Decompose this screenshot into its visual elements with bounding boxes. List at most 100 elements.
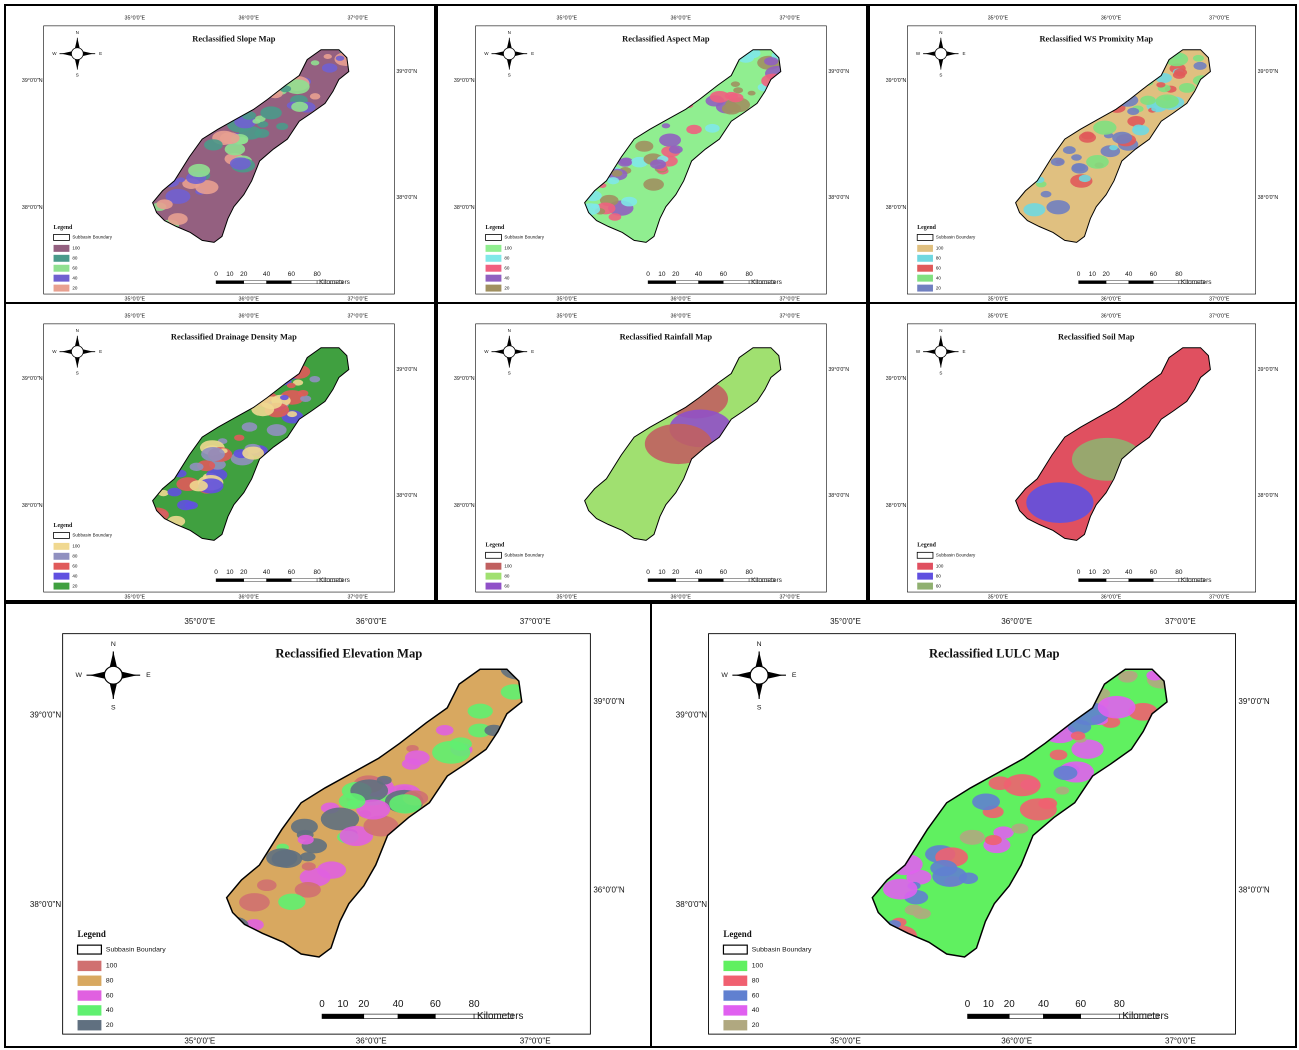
coord-label: 39°0'0"N (22, 78, 43, 84)
compass-e: E (962, 51, 965, 56)
scale-label: 0 (646, 271, 650, 278)
basin-zone (1072, 438, 1143, 481)
compass (60, 38, 96, 70)
legend-boundary-swatch (486, 234, 502, 240)
scale-unit: Kilometers (751, 279, 783, 286)
coord-label: 39°0'0"N (1258, 367, 1279, 373)
coord-label: 39°0'0"N (886, 78, 907, 84)
scale-unit: Kilometers (751, 577, 783, 584)
legend-label: 40 (752, 1007, 760, 1014)
coord-label: 37°0'0"E (520, 1037, 551, 1046)
scale-label: 80 (745, 569, 753, 576)
basin-zone (1151, 106, 1160, 111)
coord-label: 35°0'0"E (557, 594, 578, 600)
legend-boundary-label: Subbasin Boundary (504, 553, 544, 558)
map: 35°0'0"E35°0'0"E36°0'0"E36°0'0"E37°0'0"E… (870, 304, 1295, 600)
compass-w: W (721, 672, 728, 679)
scale-label: 0 (319, 999, 325, 1010)
basin-zone (767, 35, 775, 40)
coord-label: 36°0'0"E (238, 15, 259, 21)
coord-label: 35°0'0"E (184, 1037, 215, 1046)
coord-label: 38°0'0"N (22, 205, 43, 211)
coord-label: 36°0'0"E (670, 594, 691, 600)
scale-segment (1129, 579, 1154, 582)
coord-label: 38°0'0"N (1258, 195, 1279, 201)
compass-n: N (76, 30, 79, 35)
basin-zone (201, 447, 225, 461)
coord-label: 38°0'0"N (30, 900, 61, 909)
legend-swatch (78, 1020, 102, 1030)
legend-boundary-label: Subbasin Boundary (936, 552, 976, 557)
basin-zone (1026, 482, 1093, 523)
basin-zone (748, 91, 756, 96)
basin-zone (972, 793, 1000, 810)
basin-zone (436, 725, 454, 735)
basin-zone (1193, 55, 1204, 62)
basin-zone (733, 87, 743, 93)
legend-label: 80 (72, 553, 78, 558)
scale-label: 10 (226, 569, 234, 576)
basin-zone (1112, 132, 1132, 144)
coord-label: 38°0'0"N (828, 493, 849, 499)
basin-zone (1041, 191, 1052, 198)
legend-label: 20 (752, 1022, 760, 1029)
scale-label: 60 (288, 569, 296, 576)
scale-label: 20 (1103, 569, 1111, 576)
compass-s: S (111, 705, 116, 712)
coord-label: 39°0'0"N (676, 710, 707, 719)
legend-label: 80 (504, 573, 510, 578)
basin-zone (339, 793, 366, 809)
basin-zone (257, 879, 277, 891)
scale-segment (723, 579, 749, 582)
legend-swatch (723, 1005, 747, 1015)
legend-title: Legend (54, 523, 73, 529)
coord-label: 39°0'0"N (396, 367, 417, 373)
legend-boundary-swatch (917, 552, 933, 558)
basin-zone (280, 395, 289, 400)
legend-label: 100 (72, 544, 80, 549)
legend-swatch (54, 285, 70, 292)
legend-swatch (917, 255, 933, 262)
map-panel: 35°0'0"E35°0'0"E36°0'0"E36°0'0"E37°0'0"E… (650, 602, 1297, 1048)
coord-label: 37°0'0"E (347, 594, 368, 600)
coord-label: 35°0'0"E (125, 313, 146, 319)
map: 35°0'0"E35°0'0"E36°0'0"E36°0'0"E37°0'0"E… (438, 304, 866, 600)
basin-zone (769, 30, 785, 39)
map-title: Reclassified Rainfall Map (620, 332, 713, 342)
map: 35°0'0"E35°0'0"E36°0'0"E36°0'0"E37°0'0"E… (870, 6, 1295, 302)
basin-zone (339, 47, 351, 54)
basin-zone (254, 129, 269, 138)
coord-label: 38°0'0"N (454, 205, 475, 211)
basin-fill (212, 640, 536, 960)
coord-label: 35°0'0"E (557, 313, 578, 319)
coord-label: 37°0'0"E (779, 594, 800, 600)
legend-swatch (54, 543, 70, 550)
scale-label: 80 (469, 999, 480, 1010)
coord-label: 39°0'0"N (22, 376, 43, 382)
compass-s: S (76, 371, 79, 376)
scale-label: 10 (658, 271, 666, 278)
basin-zone (662, 123, 670, 128)
compass-w: W (916, 51, 921, 56)
coord-label: 38°0'0"N (828, 195, 849, 201)
scale-segment (699, 579, 724, 582)
legend-boundary-swatch (54, 234, 70, 240)
compass-e: E (962, 349, 965, 354)
coord-label: 39°0'0"N (1258, 69, 1279, 75)
legend-boundary-label: Subbasin Boundary (752, 946, 812, 953)
basin-zone (478, 654, 505, 670)
coord-label: 35°0'0"E (830, 617, 861, 626)
coord-label: 39°0'0"N (396, 69, 417, 75)
scale-label: 20 (672, 271, 680, 278)
scale-segment (1153, 579, 1179, 582)
legend-label: 20 (106, 1022, 114, 1029)
basin-zone (185, 501, 198, 509)
legend-swatch (54, 573, 70, 580)
scale-segment (1129, 281, 1154, 284)
scale-label: 40 (263, 271, 271, 278)
basin-zone (1155, 658, 1173, 669)
basin-zone (1140, 636, 1167, 652)
legend-label: 40 (504, 275, 510, 280)
legend-swatch (917, 563, 933, 570)
map-title: Reclassified Aspect Map (622, 34, 710, 44)
